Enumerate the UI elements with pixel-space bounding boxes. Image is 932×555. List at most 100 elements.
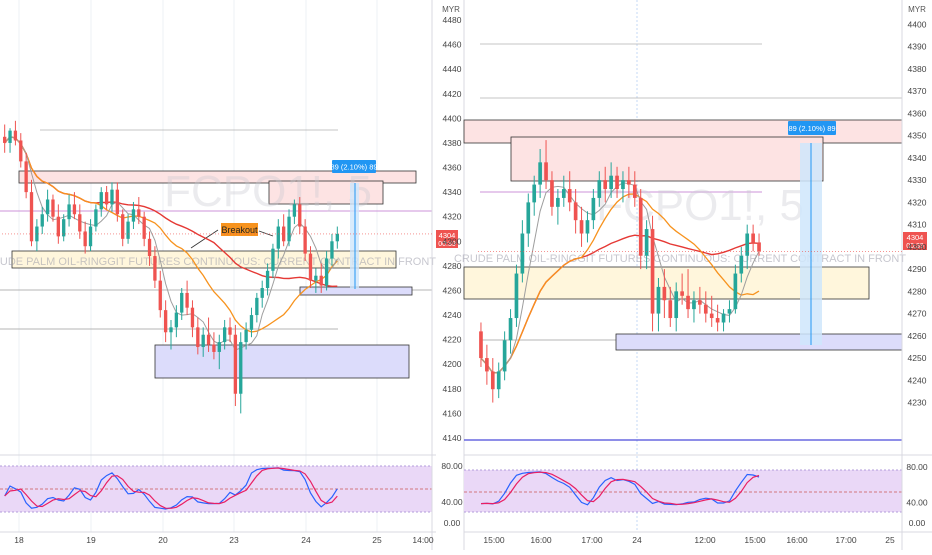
candle-down (479, 331, 483, 359)
price-tick-label: 4290 (908, 264, 927, 274)
stoch-tick-label: 80.00 (906, 462, 928, 472)
price-tick-label: 4240 (908, 375, 927, 385)
price-tick-label: 4480 (443, 15, 462, 25)
ma-fast-line (480, 193, 760, 374)
watermark: FCPO1!, 5 (596, 181, 804, 230)
measure-label-box (788, 121, 836, 135)
candle-up (287, 216, 291, 242)
demand-zone[interactable] (615, 333, 903, 351)
left-chart-pane[interactable]: FCPO1!, 5 CRUDE PALM OIL-RINGGIT FUTURES… (0, 0, 460, 550)
candle-up (514, 273, 519, 319)
candle-down (158, 280, 162, 311)
candle-down (703, 304, 708, 314)
time-tick-label: 25 (372, 535, 382, 545)
candle-down (72, 204, 77, 215)
candle-up (609, 175, 613, 190)
price-tick-label: 4280 (443, 261, 462, 271)
candle-up (174, 312, 179, 328)
measure-label: 89 (2.10%) 89 (330, 163, 377, 172)
time-tick-label: 12:00 (694, 535, 716, 545)
price-tick-label: 4280 (908, 286, 927, 296)
resistance-zone-box[interactable] (510, 136, 824, 182)
candle-down (24, 161, 28, 193)
candle-up (314, 275, 318, 281)
time-tick-label: 23 (229, 535, 239, 545)
candle-down (13, 130, 18, 141)
candle-up (169, 327, 173, 333)
candle-down (298, 204, 302, 227)
breakout-arrow-right (258, 230, 274, 237)
last-price: 4304 (439, 231, 456, 240)
price-tick-label: 4350 (908, 131, 927, 141)
candle-up (180, 292, 184, 313)
candle-down (751, 233, 755, 243)
candle-down (282, 226, 286, 242)
candle-up (249, 315, 254, 330)
candle-down (163, 310, 168, 333)
candle-up (556, 197, 560, 207)
stoch-d-line (4, 467, 338, 509)
breakout-label-box[interactable] (221, 223, 258, 236)
price-tick-label: 4300 (908, 242, 927, 252)
candle-down (319, 275, 323, 286)
time-tick-label: 24 (632, 535, 642, 545)
candle-up (131, 209, 136, 222)
price-tick-label: 4360 (908, 108, 927, 118)
candle-up (561, 189, 566, 198)
candle-down (83, 231, 87, 247)
breakout-label: Breakout (221, 225, 258, 235)
price-tick-label: 4180 (443, 384, 462, 394)
price-tick-label: 4400 (908, 19, 927, 29)
candle-down (228, 327, 232, 335)
stoch-d-line (480, 471, 760, 506)
symbol-description: CRUDE PALM OIL-RINGGIT FUTURES CONTINUOU… (454, 253, 906, 265)
candle-up (692, 300, 696, 310)
candle-down (579, 220, 584, 234)
last-price-badge (436, 230, 458, 248)
right-chart-pane[interactable]: FCPO1!, 5 CRUDE PALM OIL-RINGGIT FUTURES… (454, 0, 932, 550)
candle-down (19, 140, 23, 162)
candle-up (45, 199, 50, 215)
price-tick-label: 4250 (908, 353, 927, 363)
candle-up (260, 288, 264, 298)
candle-up (67, 204, 71, 220)
symbol-description: CRUDE PALM OIL-RINGGIT FUTURES CONTINUOU… (0, 256, 436, 268)
price-tick-label: 4460 (443, 40, 462, 50)
candle-down (686, 295, 690, 310)
demand-zone[interactable] (154, 344, 410, 379)
candle-up (244, 329, 248, 343)
bar-countdown: 00:39 (438, 241, 456, 248)
resistance-zone-upper[interactable] (18, 170, 417, 184)
candle-up (496, 371, 501, 390)
time-tick-label: 25 (885, 535, 895, 545)
time-tick-label: 15:00 (483, 535, 505, 545)
candle-down (56, 216, 60, 237)
stoch-tick-label: 0.00 (444, 518, 461, 528)
candle-down (206, 334, 211, 345)
candle-up (126, 221, 130, 239)
candle-down (550, 180, 554, 207)
stoch-tick-label: 40.00 (906, 498, 928, 508)
candle-down (490, 371, 495, 390)
candle-up (222, 327, 227, 343)
candle-up (502, 340, 507, 372)
candle-down (757, 242, 761, 252)
candle-up (88, 226, 93, 247)
measure-label-box (332, 160, 376, 173)
candle-up (721, 313, 726, 323)
candle-down (632, 184, 637, 198)
candle-up (739, 255, 744, 274)
watermark: FCPO1!, 5 (164, 167, 372, 216)
candle-up (94, 209, 98, 227)
price-tick-label: 4300 (443, 236, 462, 246)
candle-up (526, 202, 531, 234)
breakout-arrow-left (190, 229, 219, 249)
stochastic-band (464, 470, 902, 512)
candle-up (62, 219, 66, 237)
left-pane-bg (0, 0, 436, 550)
ma-fast-line (4, 136, 338, 333)
support-zone[interactable] (11, 250, 397, 269)
ma-short-line (480, 182, 760, 374)
candle-up (591, 197, 596, 221)
